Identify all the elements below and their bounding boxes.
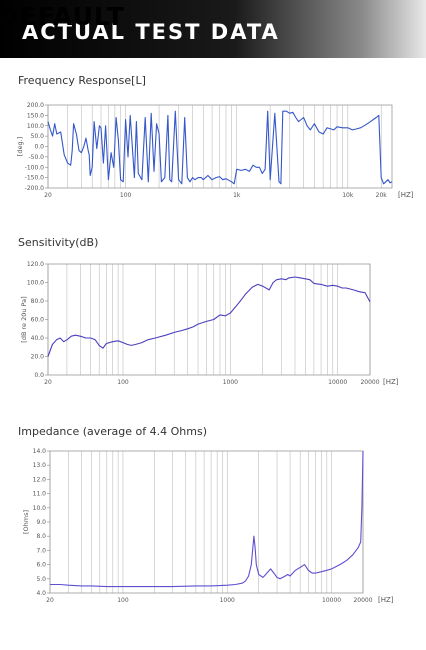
- x-tick-label: 10000: [328, 379, 347, 386]
- y-tick-label: 4.0: [36, 590, 46, 597]
- y-tick-label: 13.0: [33, 462, 47, 469]
- y-tick-label: 14.0: [33, 448, 47, 455]
- x-tick-label: 100: [120, 192, 132, 199]
- x-unit-label: [HZ]: [383, 378, 399, 386]
- y-tick-label: 50.0: [31, 133, 45, 140]
- y-tick-label: -200.0: [25, 185, 45, 192]
- y-axis-label: [deg.]: [16, 137, 24, 156]
- x-unit-label: [HZ]: [398, 191, 414, 199]
- x-tick-label: 10k: [342, 192, 354, 199]
- x-tick-label: 1k: [233, 192, 241, 199]
- y-tick-label: 9.0: [36, 519, 46, 526]
- y-tick-label: 120.0: [27, 261, 44, 268]
- y-tick-label: 40.0: [31, 335, 45, 342]
- y-tick-label: 5.0: [36, 576, 46, 583]
- y-tick-label: 60.0: [31, 317, 45, 324]
- y-tick-label: 0.0: [34, 144, 44, 151]
- y-tick-label: 20.0: [31, 354, 45, 361]
- y-tick-label: 6.0: [36, 562, 46, 569]
- y-tick-label: -150.0: [25, 175, 45, 182]
- banner-title: ACTUAL TEST DATA: [22, 20, 280, 44]
- plot-frame: [47, 104, 393, 189]
- x-tick-label: 10000: [322, 597, 341, 604]
- y-tick-label: 100.0: [27, 280, 44, 287]
- x-tick-label: 100: [117, 379, 129, 386]
- y-axis-label: [Ohms]: [22, 510, 30, 534]
- y-tick-label: 0.0: [34, 372, 44, 379]
- y-tick-label: 7.0: [36, 547, 46, 554]
- y-tick-label: 10.0: [33, 505, 47, 512]
- x-tick-label: 1000: [220, 597, 235, 604]
- impedance-title: Impedance (average of 4.4 Ohms): [18, 425, 207, 438]
- y-axis-label: [dB re 20u Pa]: [20, 296, 28, 342]
- series-line: [47, 110, 393, 185]
- y-tick-label: 80.0: [31, 298, 45, 305]
- x-tick-label: 20000: [353, 597, 372, 604]
- x-tick-label: 20: [46, 597, 54, 604]
- y-tick-label: 100.0: [27, 123, 44, 130]
- y-tick-label: 150.0: [27, 112, 44, 119]
- y-tick-label: -100.0: [25, 164, 45, 171]
- default-watermark: DEFAULT: [0, 2, 125, 31]
- plot-frame: [47, 263, 371, 376]
- x-tick-label: 20000: [360, 379, 379, 386]
- x-tick-label: 1000: [223, 379, 238, 386]
- plot-frame: [49, 450, 364, 594]
- impedance-chart: 14.0 13.0 12.0 11.0 10.0 9.0 8.0 7.0 6.0 5.0 4.0 [O…: [22, 448, 394, 604]
- series-line: [47, 276, 371, 357]
- x-unit-label: [HZ]: [378, 596, 394, 604]
- x-tick-label: 20: [44, 192, 52, 199]
- frequency-response-title: Frequency Response[L]: [18, 74, 146, 87]
- frequency-response-chart: 200.0 150.0 100.0 50.0 0.0 -50.0 -100.0 -150.0 -…: [16, 102, 414, 199]
- y-tick-label: 11.0: [33, 491, 47, 498]
- sensitivity-title: Sensitivity(dB): [18, 236, 99, 249]
- x-tick-label: 100: [117, 597, 129, 604]
- y-tick-label: 200.0: [27, 102, 44, 109]
- sensitivity-chart: 120.0 100.0 80.0 60.0 40.0 20.0 0.0 [dB re 20u …: [20, 261, 399, 386]
- y-tick-label: 8.0: [36, 533, 46, 540]
- y-tick-label: -50.0: [28, 154, 44, 161]
- series-line: [50, 450, 364, 588]
- y-tick-label: 12.0: [33, 476, 47, 483]
- x-tick-label: 20k: [376, 192, 388, 199]
- header-banner: ACTUAL TEST DATA: [0, 0, 426, 58]
- x-tick-label: 20: [44, 379, 52, 386]
